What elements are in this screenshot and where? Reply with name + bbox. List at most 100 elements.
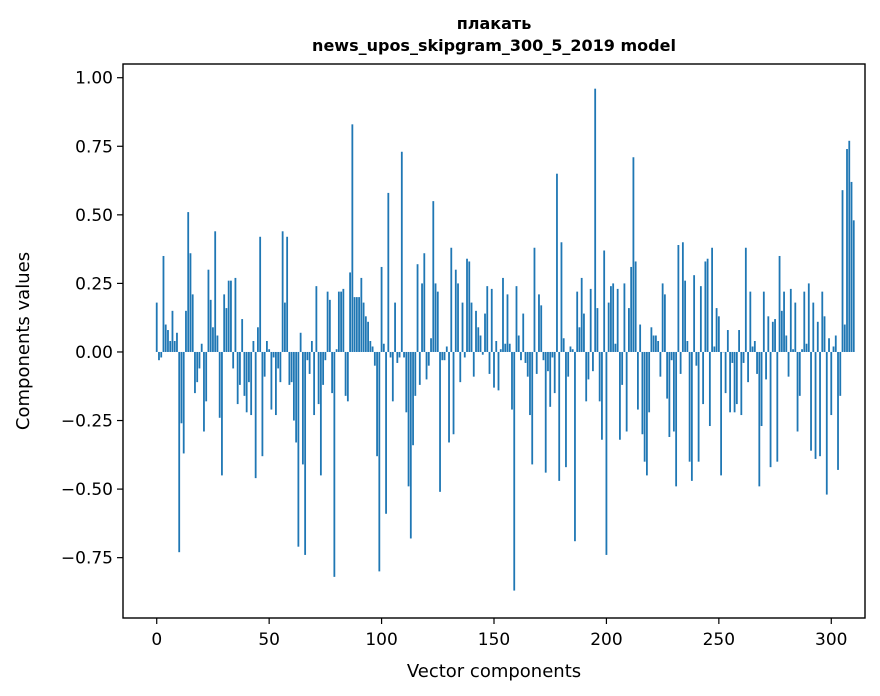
bar-133 bbox=[454, 269, 457, 352]
bar-142 bbox=[475, 310, 477, 352]
bar-49 bbox=[266, 341, 268, 352]
bar-221 bbox=[652, 335, 655, 352]
y-tick-label: 1.00 bbox=[75, 69, 113, 89]
bar-275 bbox=[774, 319, 776, 352]
bar-129 bbox=[445, 346, 448, 352]
chart-subtitle: news_upos_skipgram_300_5_2019 model bbox=[312, 36, 676, 55]
bar-253 bbox=[724, 351, 727, 394]
bar-279 bbox=[783, 291, 785, 352]
bar-225 bbox=[661, 283, 664, 352]
bar-140 bbox=[470, 302, 473, 352]
bar-189 bbox=[580, 277, 583, 352]
bar-175 bbox=[549, 351, 552, 407]
bar-202 bbox=[610, 286, 612, 352]
bar-180 bbox=[560, 242, 563, 352]
bar-63 bbox=[297, 351, 300, 547]
bar-266 bbox=[753, 341, 756, 352]
bar-193 bbox=[589, 288, 592, 352]
bar-296 bbox=[821, 291, 824, 352]
bar-146 bbox=[484, 313, 486, 352]
bar-163 bbox=[522, 313, 525, 352]
bar-271 bbox=[765, 351, 767, 380]
bar-241 bbox=[697, 351, 700, 462]
bar-211 bbox=[630, 266, 633, 352]
bar-213 bbox=[634, 261, 637, 352]
bar-122 bbox=[430, 338, 432, 352]
y-tick-label: −0.75 bbox=[61, 549, 113, 569]
bar-62 bbox=[295, 351, 298, 443]
bar-12 bbox=[182, 351, 185, 454]
bar-134 bbox=[457, 283, 459, 352]
bar-109 bbox=[400, 151, 403, 352]
bar-280 bbox=[785, 335, 788, 352]
bar-64 bbox=[299, 332, 302, 352]
bar-67 bbox=[306, 351, 309, 361]
bar-112 bbox=[407, 351, 410, 487]
x-tick-label: 0 bbox=[151, 630, 162, 650]
bar-37 bbox=[239, 351, 241, 385]
bar-186 bbox=[574, 351, 576, 542]
bar-166 bbox=[529, 351, 531, 416]
bar-85 bbox=[346, 351, 349, 402]
bar-79 bbox=[333, 351, 336, 577]
bar-177 bbox=[553, 351, 556, 394]
bar-14 bbox=[187, 212, 190, 352]
bar-218 bbox=[646, 351, 648, 476]
bar-45 bbox=[257, 327, 259, 352]
bar-157 bbox=[508, 343, 511, 352]
bar-6 bbox=[169, 341, 172, 352]
bar-40 bbox=[245, 351, 248, 413]
bar-185 bbox=[571, 349, 574, 352]
bar-72 bbox=[317, 351, 320, 405]
bar-173 bbox=[544, 351, 547, 473]
bar-115 bbox=[414, 351, 417, 396]
bar-24 bbox=[209, 299, 212, 352]
bar-66 bbox=[304, 351, 307, 555]
bar-32 bbox=[227, 280, 230, 352]
bar-70 bbox=[313, 351, 316, 416]
bar-258 bbox=[735, 351, 738, 405]
bar-75 bbox=[324, 351, 327, 361]
bar-89 bbox=[355, 297, 358, 352]
bar-289 bbox=[805, 343, 808, 352]
bar-200 bbox=[605, 351, 608, 555]
bar-198 bbox=[601, 351, 603, 440]
bar-106 bbox=[394, 302, 396, 352]
bar-183 bbox=[567, 351, 570, 377]
x-tick-label: 100 bbox=[365, 630, 397, 650]
bar-8 bbox=[173, 341, 176, 352]
bar-282 bbox=[789, 288, 792, 352]
bar-16 bbox=[191, 294, 194, 352]
bar-19 bbox=[198, 351, 201, 369]
bar-265 bbox=[751, 346, 754, 352]
bar-194 bbox=[592, 351, 594, 372]
bar-57 bbox=[283, 302, 286, 352]
bar-212 bbox=[632, 157, 635, 352]
bar-273 bbox=[769, 351, 772, 468]
bar-169 bbox=[535, 351, 538, 374]
bar-54 bbox=[277, 351, 280, 369]
bar-286 bbox=[798, 351, 801, 396]
bar-137 bbox=[463, 351, 466, 358]
y-axis: −0.75 −0.50 −0.25 0.00 0.25 0.50 0.75 1.00 bbox=[61, 69, 123, 569]
bar-119 bbox=[423, 253, 426, 352]
bar-47 bbox=[261, 351, 264, 457]
bar-263 bbox=[747, 351, 749, 383]
chart-title: плакать bbox=[457, 14, 532, 33]
bar-76 bbox=[326, 291, 329, 352]
bar-237 bbox=[688, 351, 691, 462]
bar-306 bbox=[843, 324, 846, 352]
bar-125 bbox=[436, 291, 439, 352]
bar-172 bbox=[542, 351, 545, 361]
bar-239 bbox=[693, 275, 696, 352]
bar-60 bbox=[290, 351, 293, 383]
bar-234 bbox=[681, 242, 684, 352]
bar-135 bbox=[459, 351, 462, 383]
bar-196 bbox=[596, 308, 599, 352]
bar-156 bbox=[506, 294, 509, 352]
bar-155 bbox=[504, 343, 507, 352]
bar-214 bbox=[637, 351, 639, 410]
bar-297 bbox=[823, 316, 826, 352]
bar-188 bbox=[578, 327, 581, 352]
bar-34 bbox=[232, 351, 235, 369]
